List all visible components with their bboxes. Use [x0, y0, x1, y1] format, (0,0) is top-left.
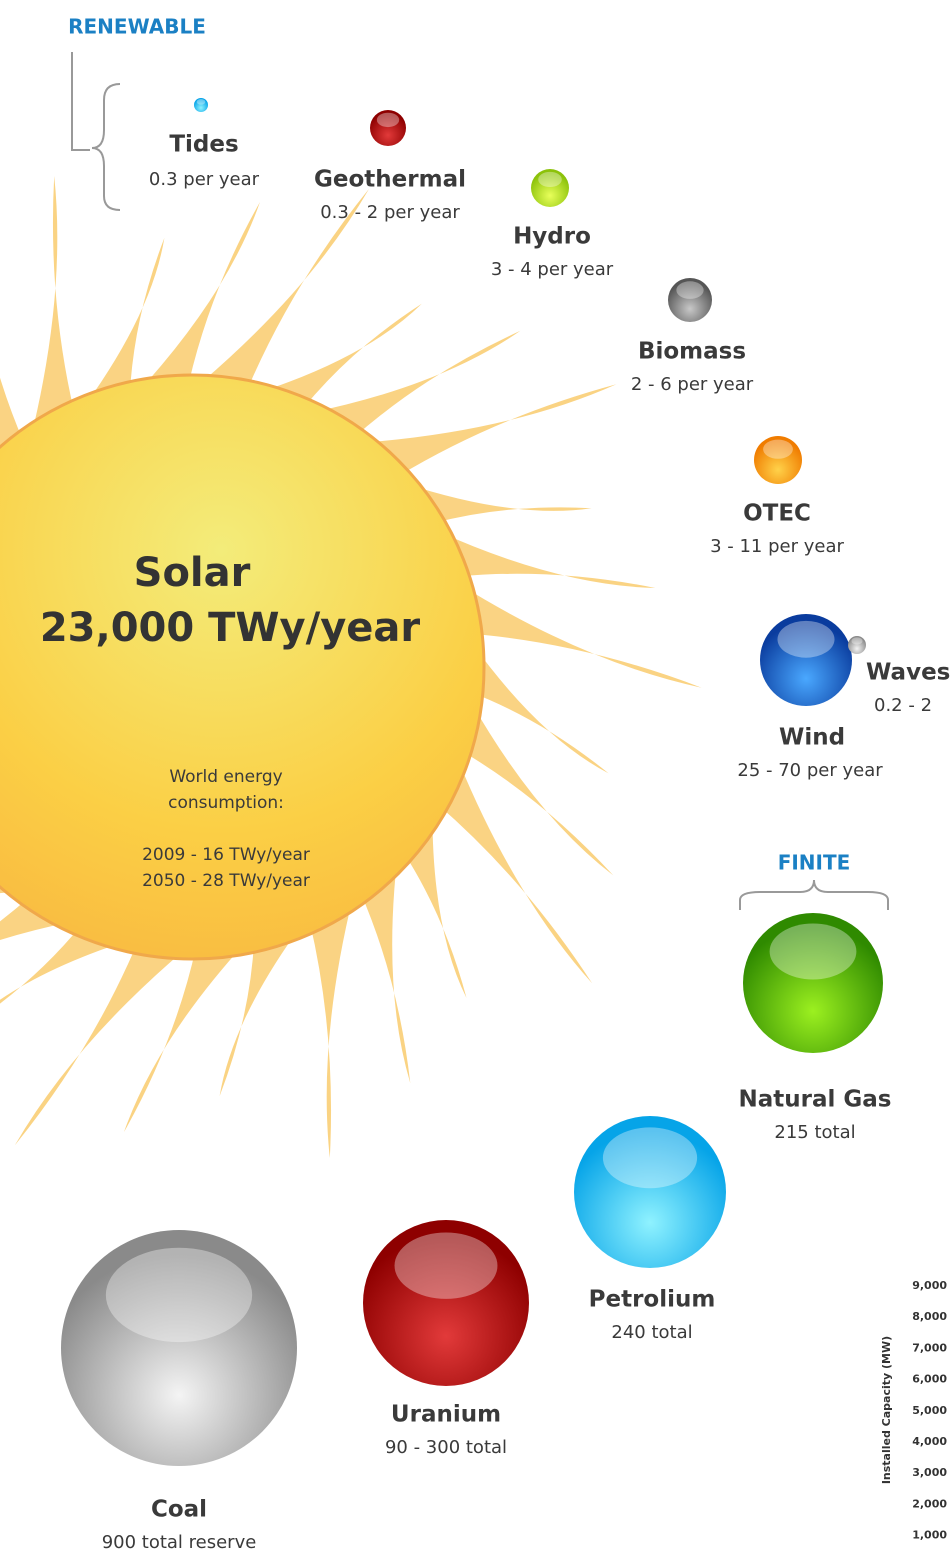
tick-label: 4,000 [912, 1435, 947, 1448]
tick-label: 3,000 [912, 1466, 947, 1479]
source-detail: 215 total [774, 1122, 855, 1143]
source-detail: 240 total [611, 1322, 692, 1343]
highlight [197, 99, 206, 105]
highlight [770, 924, 857, 980]
heading: FINITE [778, 851, 851, 875]
sun-ray [310, 896, 354, 1158]
sun-value: 23,000 TWy/year [40, 605, 421, 651]
note: World energy [169, 767, 282, 787]
sun-label: Solar [134, 550, 251, 596]
source-label: Hydro [513, 224, 591, 250]
axis-ticks: 9,000 8,000 7,000 6,000 5,000 4,000 3,000 2,000… [912, 1279, 947, 1542]
highlight [377, 113, 399, 127]
highlight [395, 1232, 498, 1298]
sun-ray [460, 700, 614, 875]
highlight [603, 1127, 697, 1188]
tick-label: 7,000 [912, 1341, 947, 1354]
source-detail: 25 - 70 per year [737, 760, 883, 781]
bracket [72, 52, 120, 210]
infographic: RENEWABLE FINITE Solar 23,000 TWy/year W… [0, 0, 950, 1558]
source-label: Waves [866, 660, 950, 686]
source-label: Geothermal [314, 167, 466, 193]
source-label: Petrolium [589, 1287, 716, 1313]
highlight [106, 1248, 252, 1342]
note: 2050 - 28 TWy/year [142, 871, 310, 891]
source-label: Natural Gas [739, 1087, 892, 1113]
source-label: Wind [779, 725, 845, 751]
source-detail: 3 - 11 per year [710, 536, 844, 557]
source-detail: 0.3 - 2 per year [320, 202, 460, 223]
source-label: Uranium [391, 1402, 501, 1428]
source-detail: 0.2 - 2 [874, 695, 932, 716]
highlight [777, 621, 834, 658]
heading: RENEWABLE [68, 15, 206, 39]
source-detail: 90 - 300 total [385, 1437, 507, 1458]
source-detail: 2 - 6 per year [631, 374, 754, 395]
source-detail: 3 - 4 per year [491, 259, 614, 280]
bracket [740, 880, 888, 910]
tick-label: 9,000 [912, 1279, 947, 1292]
highlight [851, 637, 862, 644]
source-label: Coal [151, 1497, 207, 1523]
note: consumption: [168, 793, 284, 813]
source-label: Tides [169, 132, 238, 158]
sun-ray [437, 757, 593, 983]
tick-label: 5,000 [912, 1404, 947, 1417]
tick-label: 6,000 [912, 1373, 947, 1386]
tick-label: 8,000 [912, 1310, 947, 1323]
sun-ray [460, 584, 702, 687]
highlight [676, 281, 703, 299]
axis-title: Installed Capacity (MW) [880, 1336, 893, 1484]
tick-label: 1,000 [912, 1529, 947, 1542]
source-detail: 0.3 per year [149, 169, 260, 190]
tick-label: 2,000 [912, 1497, 947, 1510]
highlight [538, 172, 562, 187]
note: 2009 - 16 TWy/year [142, 845, 310, 865]
source-detail: 900 total reserve [102, 1532, 257, 1553]
highlight [763, 440, 793, 459]
source-label: Biomass [638, 339, 746, 365]
source-label: OTEC [743, 501, 811, 527]
sun-ray [31, 176, 75, 438]
